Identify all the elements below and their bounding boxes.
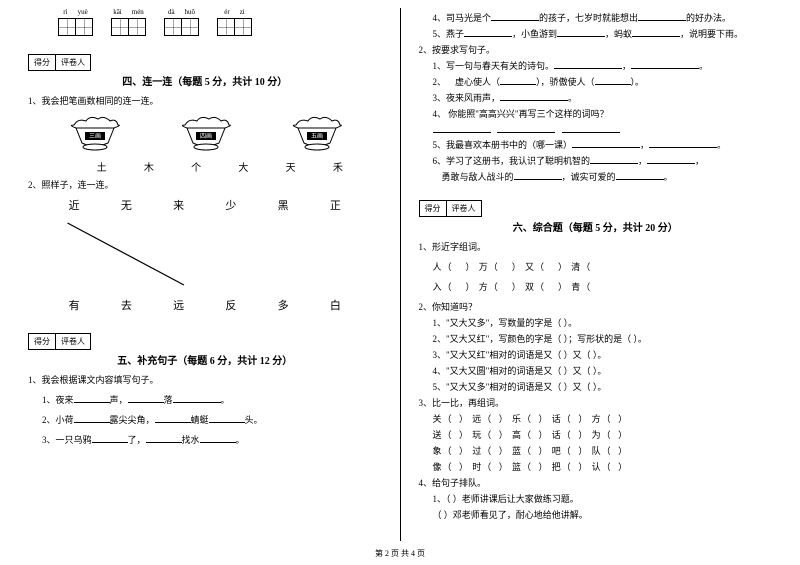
char: 少 xyxy=(225,197,236,213)
sub-item: 2、"又大又红"，写颜色的字是（ ）；写形状的是（ ）。 xyxy=(433,332,773,345)
char: 来 xyxy=(173,197,184,213)
score-label: 得分 xyxy=(29,334,56,349)
char: 个 xyxy=(191,159,201,174)
word-row: 送（ ） 玩（ ） 高（ ） 话（ ） 为（ ） xyxy=(433,428,773,441)
sub-item: 5、"又大又多"相对的词语是又（ ）又（ ）。 xyxy=(433,380,773,393)
blank-row xyxy=(433,123,773,135)
char: 土 xyxy=(97,159,107,174)
sub-item: 4、 你能照"高高兴兴"再写三个这样的词吗？ xyxy=(433,107,773,120)
question-text: 1、我会把笔画数相同的连一连。 xyxy=(28,94,382,107)
pinyin-group: rì yuè xyxy=(58,8,93,36)
question-text: 2、照样子，连一连。 xyxy=(28,178,382,191)
bowl-row: 三画 四画 五画 xyxy=(38,115,372,151)
fill-line: 5、燕子，小鱼游到，蚂蚁，说明要下雨。 xyxy=(433,27,773,40)
char: 多 xyxy=(278,297,289,313)
question-text: 3、比一比，再组词。 xyxy=(419,396,773,409)
sub-item: 3、"又大又红"相对的词语是又（ ）又（ ）。 xyxy=(433,348,773,361)
pinyin-row: rì yuè kāi mén dà huǒ xyxy=(58,8,382,36)
section-4-title: 四、连一连（每题 5 分，共计 10 分） xyxy=(28,73,382,88)
char-row: 土 木 个 大 天 禾 xyxy=(78,159,362,174)
word-row: 人（ ） 万（ ） 又（ ） 清（ xyxy=(433,260,773,273)
question-text: 1、我会根据课文内容填写句子。 xyxy=(28,373,382,386)
word-row: 入（ ） 方（ ） 双（ ） 青（ xyxy=(433,280,773,293)
char: 有 xyxy=(69,297,80,313)
grader-label: 评卷人 xyxy=(447,201,481,216)
sub-item: 5、我最喜欢本册书中的（哪一课），。 xyxy=(433,138,773,151)
char: 天 xyxy=(286,159,296,174)
question-text: 1、形近字组词。 xyxy=(419,240,773,253)
left-column: rì yuè kāi mén dà huǒ xyxy=(18,8,401,541)
sub-item: （ ）邓老师看见了，耐心地给他讲解。 xyxy=(433,508,773,521)
char: 远 xyxy=(173,297,184,313)
score-box: 得分 评卷人 xyxy=(419,200,482,217)
page-footer: 第 2 页 共 4 页 xyxy=(0,545,800,565)
pinyin-syl: rì xyxy=(63,8,67,16)
bowl-label: 三画 xyxy=(89,133,101,140)
pinyin-syl: huǒ xyxy=(185,8,196,16)
question-text: 2、按要求写句子。 xyxy=(419,43,773,56)
pinyin-group: ér zi xyxy=(217,8,252,36)
sub-item: 4、"又大又圆"相对的词语是又（ ）又（ ）。 xyxy=(433,364,773,377)
question-text: 2、你知道吗？ xyxy=(419,300,773,313)
char: 木 xyxy=(144,159,154,174)
sub-item: 2、 虚心使人（），骄傲使人（）。 xyxy=(433,75,773,88)
word-row: 关（ ） 远（ ） 乐（ ） 话（ ） 方（ ） xyxy=(433,412,773,425)
fill-line: 4、司马光是个的孩子，七岁时就能想出的好办法。 xyxy=(433,11,773,24)
right-column: 4、司马光是个的孩子，七岁时就能想出的好办法。 5、燕子，小鱼游到，蚂蚁，说明要… xyxy=(401,8,783,541)
char: 禾 xyxy=(333,159,343,174)
char: 反 xyxy=(225,297,236,313)
char: 黑 xyxy=(278,197,289,213)
sub-item: 6、学习了这册书，我认识了聪明机智的，， xyxy=(433,154,773,167)
pinyin-syl: dà xyxy=(168,8,175,16)
connector-line xyxy=(28,219,382,289)
sub-item: 3、夜来风雨声，。 xyxy=(433,91,773,104)
pinyin-group: dà huǒ xyxy=(164,8,199,36)
score-box: 得分 评卷人 xyxy=(28,333,91,350)
pinyin-syl: yuè xyxy=(78,8,88,16)
bowl-icon: 四画 xyxy=(175,115,235,151)
sub-item: 1、写一句与春天有关的诗句。，。 xyxy=(433,59,773,72)
grader-label: 评卷人 xyxy=(56,55,90,70)
char: 去 xyxy=(121,297,132,313)
word-row: 象（ ） 过（ ） 蓝（ ） 吧（ ） 队（ ） xyxy=(433,444,773,457)
char: 正 xyxy=(330,197,341,213)
word-row: 像（ ） 时（ ） 篮（ ） 把（ ） 认（ ） xyxy=(433,460,773,473)
section-6-title: 六、综合题（每题 5 分，共计 20 分） xyxy=(419,219,773,234)
bowl-label: 四画 xyxy=(200,133,212,140)
char: 无 xyxy=(121,197,132,213)
bowl-icon: 五画 xyxy=(286,115,346,151)
sub-item: 1、"又大又多"，写数量的字是（ ）。 xyxy=(433,316,773,329)
fill-line: 3、一只乌鸦了，找水。 xyxy=(42,433,382,446)
fill-line: 1、夜来声，落。 xyxy=(42,393,382,406)
bowl-label: 五画 xyxy=(311,133,323,140)
section-5-title: 五、补充句子（每题 6 分，共计 12 分） xyxy=(28,352,382,367)
char: 近 xyxy=(69,197,80,213)
char: 白 xyxy=(330,297,341,313)
pinyin-syl: kāi xyxy=(113,8,122,16)
sub-item: 勇敢与敌人战斗的，诚实可爱的。 xyxy=(433,170,773,183)
sub-item: 1、（ ）老师讲课后让大家做练习题。 xyxy=(433,492,773,505)
pinyin-syl: mén xyxy=(132,8,144,16)
pinyin-syl: zi xyxy=(240,8,245,16)
fill-line: 2、小荷露尖尖角，蜻蜓头。 xyxy=(42,413,382,426)
score-box: 得分 评卷人 xyxy=(28,54,91,71)
char: 大 xyxy=(238,159,248,174)
score-label: 得分 xyxy=(29,55,56,70)
question-text: 4、给句子排队。 xyxy=(419,476,773,489)
score-label: 得分 xyxy=(420,201,447,216)
match-bottom-row: 有 去 远 反 多 白 xyxy=(48,297,362,313)
match-top-row: 近 无 来 少 黑 正 xyxy=(48,197,362,213)
bowl-icon: 三画 xyxy=(64,115,124,151)
page-container: rì yuè kāi mén dà huǒ xyxy=(0,0,800,545)
grader-label: 评卷人 xyxy=(56,334,90,349)
pinyin-group: kāi mén xyxy=(111,8,146,36)
pinyin-syl: ér xyxy=(224,8,229,16)
